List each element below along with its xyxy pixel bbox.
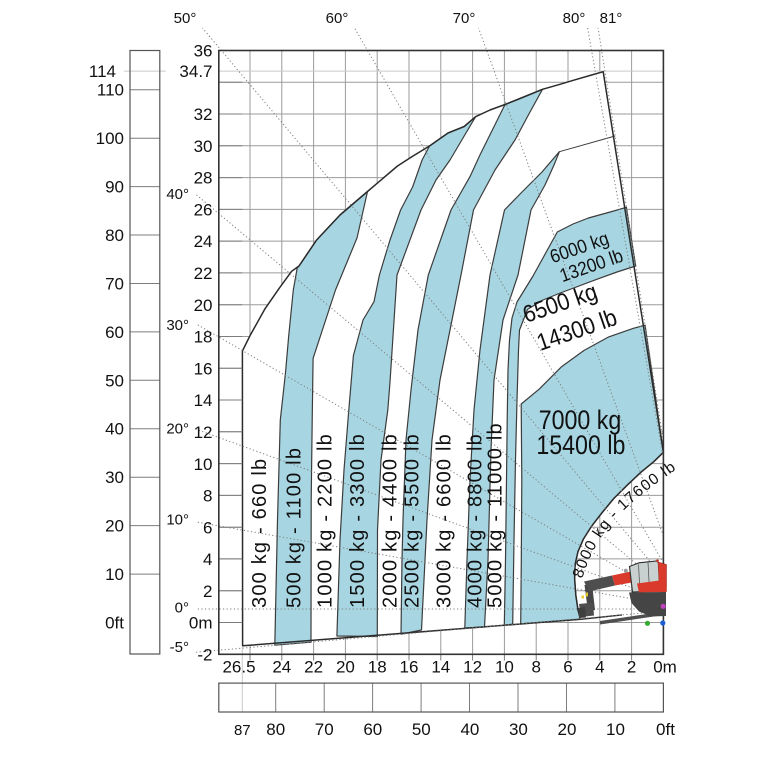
svg-text:100: 100 — [96, 129, 124, 148]
svg-text:10°: 10° — [166, 512, 189, 529]
svg-text:60: 60 — [363, 720, 382, 739]
svg-text:2: 2 — [627, 658, 636, 677]
svg-text:28: 28 — [194, 169, 213, 188]
svg-text:0ft: 0ft — [656, 720, 675, 739]
svg-text:60: 60 — [105, 323, 124, 342]
svg-text:80: 80 — [105, 226, 124, 245]
svg-text:4: 4 — [595, 658, 604, 677]
svg-text:0m: 0m — [653, 658, 677, 677]
svg-text:0m: 0m — [189, 614, 213, 633]
svg-text:16: 16 — [400, 658, 419, 677]
svg-text:16: 16 — [194, 359, 213, 378]
svg-text:87: 87 — [234, 722, 251, 739]
svg-text:22: 22 — [304, 658, 323, 677]
svg-text:110: 110 — [97, 81, 124, 100]
svg-text:20: 20 — [105, 517, 124, 536]
svg-text:20: 20 — [194, 296, 213, 315]
svg-text:26: 26 — [194, 200, 213, 219]
svg-text:10: 10 — [495, 658, 514, 677]
svg-text:10: 10 — [105, 565, 124, 584]
svg-text:12: 12 — [194, 423, 213, 442]
svg-text:40: 40 — [105, 420, 124, 439]
svg-text:80°: 80° — [563, 10, 586, 27]
svg-text:-2: -2 — [197, 645, 212, 664]
svg-text:14: 14 — [431, 658, 450, 677]
svg-text:8: 8 — [531, 658, 540, 677]
svg-text:30: 30 — [194, 137, 213, 156]
svg-text:3000 kg - 6600 lb: 3000 kg - 6600 lb — [433, 433, 455, 608]
svg-text:20°: 20° — [166, 421, 189, 438]
svg-text:8: 8 — [203, 487, 212, 506]
svg-text:10: 10 — [194, 455, 213, 474]
svg-text:40: 40 — [460, 720, 479, 739]
svg-text:2500 kg - 5500 lb: 2500 kg - 5500 lb — [401, 433, 423, 608]
svg-text:0ft: 0ft — [105, 614, 124, 633]
svg-text:70: 70 — [105, 274, 124, 293]
svg-text:1500 kg - 3300 lb: 1500 kg - 3300 lb — [347, 433, 369, 608]
svg-text:30: 30 — [105, 468, 124, 487]
svg-text:80: 80 — [266, 720, 285, 739]
svg-text:15400 lb: 15400 lb — [536, 430, 625, 460]
svg-text:7000 kg: 7000 kg — [539, 405, 622, 435]
svg-text:36: 36 — [194, 42, 213, 61]
svg-text:4000 kg - 8800 lb: 4000 kg - 8800 lb — [464, 433, 486, 608]
svg-text:18: 18 — [368, 658, 387, 677]
svg-text:2: 2 — [203, 582, 212, 601]
svg-text:40°: 40° — [166, 186, 189, 203]
svg-text:50: 50 — [412, 720, 431, 739]
svg-text:90: 90 — [105, 178, 124, 197]
svg-text:50°: 50° — [174, 10, 197, 27]
svg-text:50: 50 — [105, 371, 124, 390]
svg-text:12: 12 — [463, 658, 482, 677]
svg-text:32: 32 — [194, 105, 213, 124]
svg-text:26.5: 26.5 — [222, 658, 255, 677]
svg-text:500 kg - 1100 lb: 500 kg - 1100 lb — [283, 447, 305, 608]
svg-text:14: 14 — [194, 391, 213, 410]
svg-text:60°: 60° — [326, 10, 349, 27]
svg-text:1000 kg - 2200 lb: 1000 kg - 2200 lb — [314, 433, 336, 608]
svg-text:30°: 30° — [166, 317, 189, 334]
svg-text:20: 20 — [336, 658, 355, 677]
svg-text:70: 70 — [315, 720, 334, 739]
svg-text:24: 24 — [272, 658, 291, 677]
svg-text:2000 kg - 4400 lb: 2000 kg - 4400 lb — [379, 433, 401, 608]
svg-text:114: 114 — [89, 62, 116, 81]
svg-text:30: 30 — [509, 720, 528, 739]
svg-text:20: 20 — [558, 720, 577, 739]
svg-text:70°: 70° — [453, 10, 476, 27]
svg-text:18: 18 — [194, 328, 213, 347]
svg-text:6: 6 — [563, 658, 572, 677]
svg-text:300 kg - 660 lb: 300 kg - 660 lb — [249, 458, 271, 608]
svg-text:22: 22 — [194, 264, 213, 283]
svg-text:5000 kg - 11000 lb: 5000 kg - 11000 lb — [484, 422, 506, 608]
svg-text:-5°: -5° — [170, 639, 189, 656]
svg-text:0°: 0° — [175, 600, 189, 617]
svg-text:24: 24 — [194, 232, 213, 251]
svg-text:6: 6 — [203, 518, 212, 537]
svg-text:81°: 81° — [600, 10, 623, 27]
svg-text:34.7: 34.7 — [179, 62, 212, 81]
svg-text:10: 10 — [606, 720, 625, 739]
svg-text:4: 4 — [203, 550, 212, 569]
